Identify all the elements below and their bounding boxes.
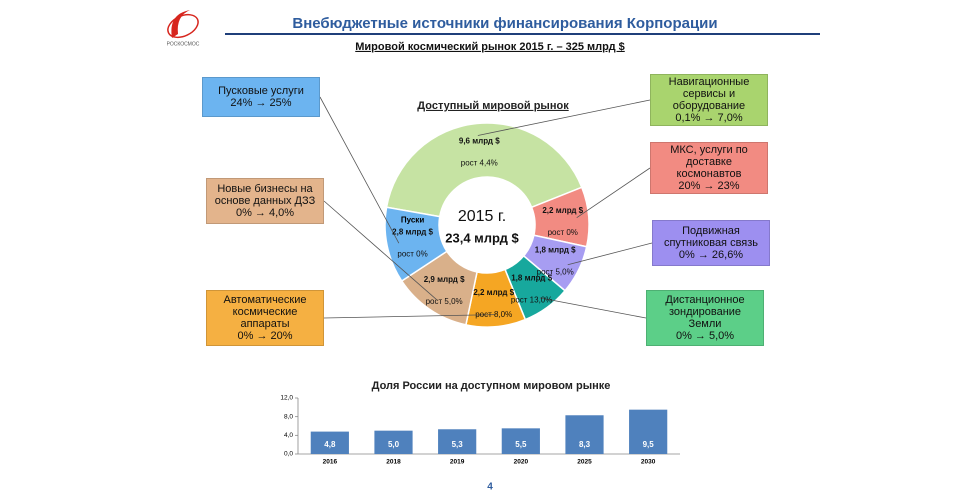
callout-change: 24% → 25% xyxy=(230,97,292,109)
bar-value-label: 8,3 xyxy=(579,440,591,449)
bar xyxy=(310,431,349,454)
segment-growth-label: рост 0% xyxy=(397,249,427,258)
callout-name: Новые бизнесы на основе данных ДЗЗ xyxy=(214,183,316,207)
callout-box: МКС, услуги по доставке космонавтов 20% →… xyxy=(650,142,768,194)
callout-name: Автоматические космические аппараты xyxy=(223,294,307,330)
callout-line xyxy=(323,314,495,319)
logo xyxy=(171,10,190,38)
bar xyxy=(374,430,413,454)
donut-segment xyxy=(384,206,448,282)
x-tick-label: 2019 xyxy=(450,459,465,466)
callout-line xyxy=(477,99,651,136)
bar-value-label: 5,0 xyxy=(388,440,400,449)
callout-change: 0% → 4,0% xyxy=(235,207,295,219)
y-tick-label: 12,0 xyxy=(280,395,293,402)
x-tick-label: 2025 xyxy=(577,459,592,466)
logo-orbit xyxy=(167,13,199,39)
callout-box: Пусковые услуги 24% → 25% xyxy=(202,77,320,117)
segment-value-label: 1,8 млрд $ xyxy=(535,246,576,255)
bar-value-label: 4,8 xyxy=(324,440,336,449)
donut-title: Доступный мировой рынок xyxy=(417,100,569,112)
segment-value-label: 2,2 млрд $ xyxy=(542,206,583,215)
center-year: 2015 г. xyxy=(458,208,506,225)
segment-value-label: 2,9 млрд $ xyxy=(424,275,465,284)
donut-hole xyxy=(440,178,534,272)
callout-change: 0% → 5,0% xyxy=(675,330,735,342)
callout-name: Дистанционное зондирование Земли xyxy=(665,294,745,330)
page-number: 4 xyxy=(487,482,493,493)
callout-name: Подвижная спутниковая связь xyxy=(663,225,759,249)
segment-growth-label: рост 5,0% xyxy=(426,297,463,306)
y-tick-label: 4,0 xyxy=(284,432,293,439)
callout-name: Пусковые услуги xyxy=(218,85,304,97)
bar-value-label: 5,5 xyxy=(515,440,527,449)
x-tick-label: 2030 xyxy=(641,459,656,466)
logo-text: РОСКОСМОС xyxy=(167,41,200,47)
subtitle: Мировой космический рынок 2015 г. – 325 … xyxy=(355,41,625,53)
segment-growth-label: рост 13,0% xyxy=(511,296,552,305)
segment-growth-label: рост 4,4% xyxy=(461,159,498,168)
callout-line xyxy=(567,242,653,266)
callout-box: Дистанционное зондирование Земли 0% → 5,0… xyxy=(646,290,764,346)
callout-line xyxy=(576,167,651,218)
bar-value-label: 5,3 xyxy=(452,440,464,449)
segment-annotation: Пуски xyxy=(401,215,424,224)
segment-value-label: 9,6 млрд $ xyxy=(459,137,500,146)
segment-value-label: 1,8 млрд $ xyxy=(511,274,552,283)
bar xyxy=(438,429,477,454)
callout-box: Подвижная спутниковая связь 0% → 26,6% xyxy=(652,220,770,266)
callout-box: Навигационные сервисы и оборудование 0,1%… xyxy=(650,74,768,126)
x-tick-label: 2016 xyxy=(323,459,338,466)
segment-value-label: 2,2 млрд $ xyxy=(473,288,514,297)
callout-box: Автоматические космические аппараты 0% → … xyxy=(206,290,324,346)
callout-line xyxy=(539,297,647,319)
x-tick-label: 2020 xyxy=(514,459,529,466)
segment-growth-label: рост 0% xyxy=(548,228,578,237)
bar xyxy=(629,409,668,454)
slide-title: Внебюджетные источники финансирования Ко… xyxy=(292,15,717,32)
callout-name: Навигационные сервисы и оборудование xyxy=(668,76,750,112)
y-tick-label: 8,0 xyxy=(284,413,293,420)
bar xyxy=(501,428,540,454)
bar xyxy=(565,415,604,454)
callout-change: 0% → 26,6% xyxy=(678,249,744,261)
bar-title: Доля России на доступном мировом рынке xyxy=(372,380,611,392)
donut-segment xyxy=(385,122,583,218)
callout-line xyxy=(323,200,437,300)
callout-change: 0,1% → 7,0% xyxy=(675,112,743,124)
segment-value-label: 2,8 млрд $ xyxy=(392,227,433,236)
segment-growth-label: рост 5,0% xyxy=(537,268,574,277)
callout-line xyxy=(319,96,400,244)
callout-box: Новые бизнесы на основе данных ДЗЗ 0% → 4… xyxy=(206,178,324,224)
callout-name: МКС, услуги по доставке космонавтов xyxy=(670,144,748,180)
y-tick-label: 0,0 xyxy=(284,451,293,458)
segment-growth-label: рост 8,0% xyxy=(475,310,512,319)
callout-change: 0% → 20% xyxy=(237,330,293,342)
callout-change: 20% → 23% xyxy=(678,180,740,192)
center-total: 23,4 млрд $ xyxy=(445,230,519,245)
donut-segments xyxy=(384,122,590,328)
bar-value-label: 9,5 xyxy=(643,440,655,449)
x-tick-label: 2018 xyxy=(386,459,401,466)
